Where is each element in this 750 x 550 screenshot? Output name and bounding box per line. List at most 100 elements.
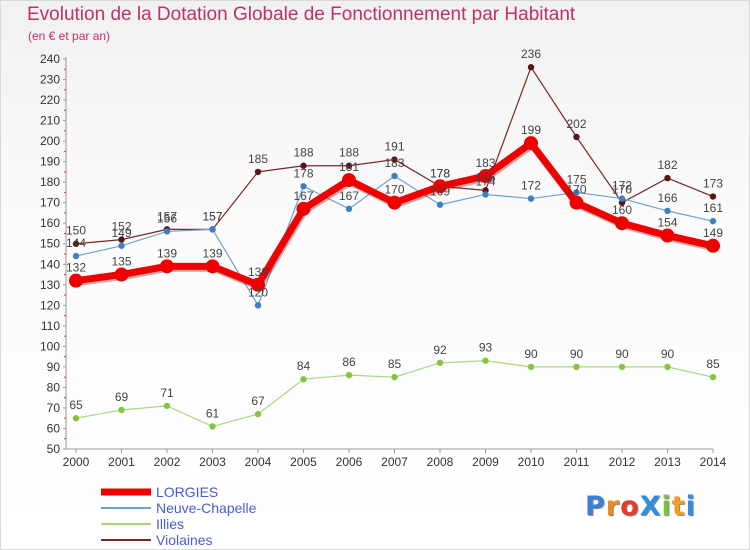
- x-tick-label: 2007: [381, 455, 408, 469]
- data-label-violaines: 236: [521, 47, 541, 61]
- data-label-illies: 85: [706, 357, 720, 371]
- y-tick-label: 230: [40, 73, 60, 87]
- point-neuve-chapelle: [118, 242, 125, 249]
- data-label-neuve-chapelle: 172: [521, 179, 541, 193]
- point-lorgies: [114, 267, 129, 282]
- y-tick-label: 80: [47, 380, 61, 394]
- data-label-illies: 86: [342, 355, 356, 369]
- point-illies: [118, 406, 125, 414]
- point-lorgies: [387, 195, 402, 210]
- data-label-illies: 90: [524, 347, 538, 361]
- legend-swatch: [101, 523, 151, 525]
- y-tick-label: 180: [40, 175, 60, 189]
- point-violaines: [573, 133, 580, 141]
- y-tick-label: 170: [40, 196, 60, 210]
- x-tick-label: 2001: [108, 455, 135, 469]
- y-tick-label: 110: [41, 319, 60, 333]
- data-label-lorgies: 178: [430, 166, 450, 180]
- data-label-illies: 69: [115, 390, 129, 404]
- data-label-neuve-chapelle: 175: [566, 172, 586, 186]
- y-tick-label: 130: [40, 278, 60, 292]
- data-label-violaines: 173: [703, 177, 723, 191]
- point-lorgies: [160, 259, 174, 274]
- point-violaines: [391, 156, 398, 163]
- point-lorgies: [205, 259, 220, 274]
- point-violaines: [72, 240, 80, 247]
- x-tick-label: 2008: [427, 455, 454, 469]
- data-label-neuve-chapelle: 178: [293, 166, 313, 180]
- data-label-violaines: 150: [66, 224, 86, 238]
- point-neuve-chapelle: [345, 205, 353, 213]
- data-label-lorgies: 139: [202, 246, 222, 260]
- x-tick-label: 2003: [199, 455, 226, 469]
- data-label-illies: 85: [388, 357, 402, 371]
- data-label-neuve-chapelle: 161: [703, 201, 723, 215]
- y-tick-label: 50: [47, 442, 61, 456]
- point-illies: [163, 402, 171, 410]
- logo-letter: o: [620, 491, 640, 522]
- point-illies: [664, 363, 671, 371]
- data-label-neuve-chapelle: 166: [657, 191, 677, 205]
- x-tick-label: 2010: [518, 455, 545, 469]
- x-tick-label: 2009: [472, 455, 499, 469]
- y-tick-label: 220: [40, 93, 60, 107]
- x-tick-label: 2006: [336, 455, 363, 469]
- proxiti-logo: ProXiti: [585, 491, 696, 522]
- chart-title: Evolution de la Dotation Globale de Fonc…: [27, 4, 576, 25]
- data-label-lorgies: 160: [612, 203, 632, 217]
- data-label-violaines: 188: [339, 146, 359, 160]
- data-label-violaines: 185: [248, 152, 268, 166]
- point-illies: [482, 357, 489, 364]
- data-label-lorgies: 170: [566, 183, 586, 197]
- data-label-violaines: 152: [111, 220, 131, 234]
- chart-subtitle: (en € et par an): [28, 29, 111, 43]
- data-label-neuve-chapelle: 120: [248, 285, 268, 299]
- y-tick-label: 160: [40, 216, 60, 230]
- data-label-violaines: 202: [566, 117, 586, 131]
- data-label-neuve-chapelle: 169: [430, 185, 450, 199]
- point-neuve-chapelle: [573, 189, 580, 196]
- point-neuve-chapelle: [72, 252, 80, 260]
- legend-item: Illies: [101, 516, 256, 532]
- data-label-illies: 90: [615, 347, 629, 361]
- data-label-illies: 92: [433, 343, 447, 357]
- point-neuve-chapelle: [527, 195, 535, 202]
- point-illies: [709, 373, 717, 381]
- y-tick-label: 120: [40, 298, 60, 312]
- point-neuve-chapelle: [482, 191, 489, 198]
- x-tick-label: 2004: [245, 455, 272, 469]
- data-label-lorgies: 199: [521, 123, 541, 137]
- logo-letter: t: [671, 491, 686, 522]
- legend-label: Violaines: [156, 532, 213, 548]
- point-lorgies: [433, 179, 447, 194]
- data-label-neuve-chapelle: 149: [111, 226, 131, 240]
- point-neuve-chapelle: [300, 183, 307, 190]
- data-label-neuve-chapelle: 156: [157, 211, 177, 225]
- data-label-lorgies: 149: [703, 226, 723, 240]
- data-label-illies: 65: [69, 398, 83, 412]
- point-illies: [300, 376, 307, 383]
- point-lorgies: [342, 173, 356, 188]
- point-violaines: [709, 193, 717, 200]
- data-label-lorgies: 132: [66, 261, 86, 275]
- y-tick-label: 150: [40, 237, 60, 251]
- point-illies: [436, 359, 444, 366]
- legend-label: Neuve-Chapelle: [156, 500, 257, 516]
- data-label-lorgies: 154: [657, 216, 677, 230]
- data-label-illies: 67: [251, 394, 265, 408]
- logo-letter: P: [585, 491, 606, 522]
- legend-item: Neuve-Chapelle: [101, 500, 256, 516]
- point-illies: [391, 373, 398, 381]
- data-label-neuve-chapelle: 157: [202, 209, 222, 223]
- legend-label: Illies: [156, 516, 185, 532]
- x-tick-label: 2013: [654, 455, 681, 469]
- data-label-illies: 90: [570, 347, 584, 361]
- x-tick-label: 2000: [63, 455, 90, 469]
- data-label-violaines: 178: [430, 166, 450, 180]
- point-violaines: [527, 64, 535, 71]
- data-label-neuve-chapelle: 172: [612, 179, 632, 193]
- point-illies: [527, 363, 535, 371]
- point-violaines: [118, 236, 125, 243]
- point-lorgies: [660, 228, 675, 243]
- logo-letter: i: [661, 491, 672, 522]
